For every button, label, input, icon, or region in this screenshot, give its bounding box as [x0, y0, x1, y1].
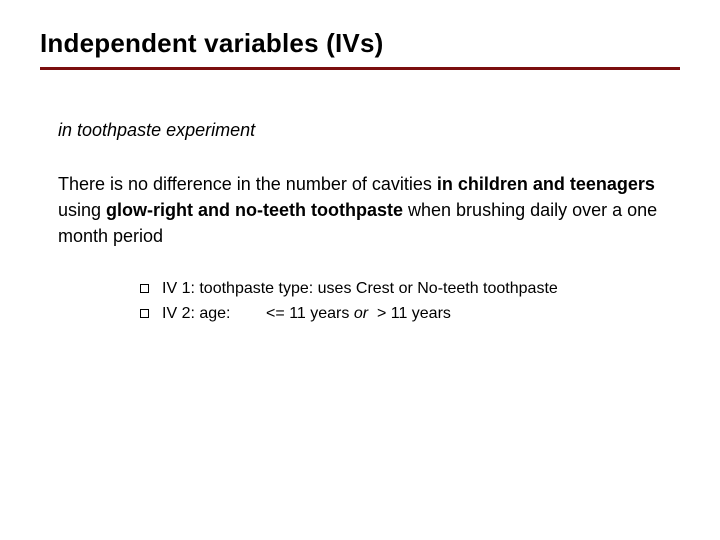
- para-bold-1: in children and teenagers: [437, 174, 655, 194]
- subheading: in toothpaste experiment: [58, 120, 680, 141]
- iv-list: IV 1: toothpaste type: uses Crest or No-…: [140, 277, 680, 327]
- slide-title: Independent variables (IVs): [40, 28, 680, 70]
- para-mid1: using: [58, 200, 106, 220]
- hypothesis-paragraph: There is no difference in the number of …: [58, 171, 668, 249]
- para-bold-2: glow-right and no-teeth toothpaste: [106, 200, 403, 220]
- slide: Independent variables (IVs) in toothpast…: [0, 0, 720, 540]
- iv-text: > 11 years: [368, 305, 451, 322]
- iv-or: or: [354, 305, 368, 322]
- iv-text: age: <= 11 years: [195, 305, 354, 322]
- iv-label: IV 1:: [162, 280, 195, 297]
- iv-text: toothpaste type: uses Crest or No-teeth …: [195, 280, 558, 297]
- list-item: IV 2: age: <= 11 years or > 11 years: [140, 302, 680, 327]
- para-pre: There is no difference in the number of …: [58, 174, 437, 194]
- iv-label: IV 2:: [162, 305, 195, 322]
- list-item: IV 1: toothpaste type: uses Crest or No-…: [140, 277, 680, 302]
